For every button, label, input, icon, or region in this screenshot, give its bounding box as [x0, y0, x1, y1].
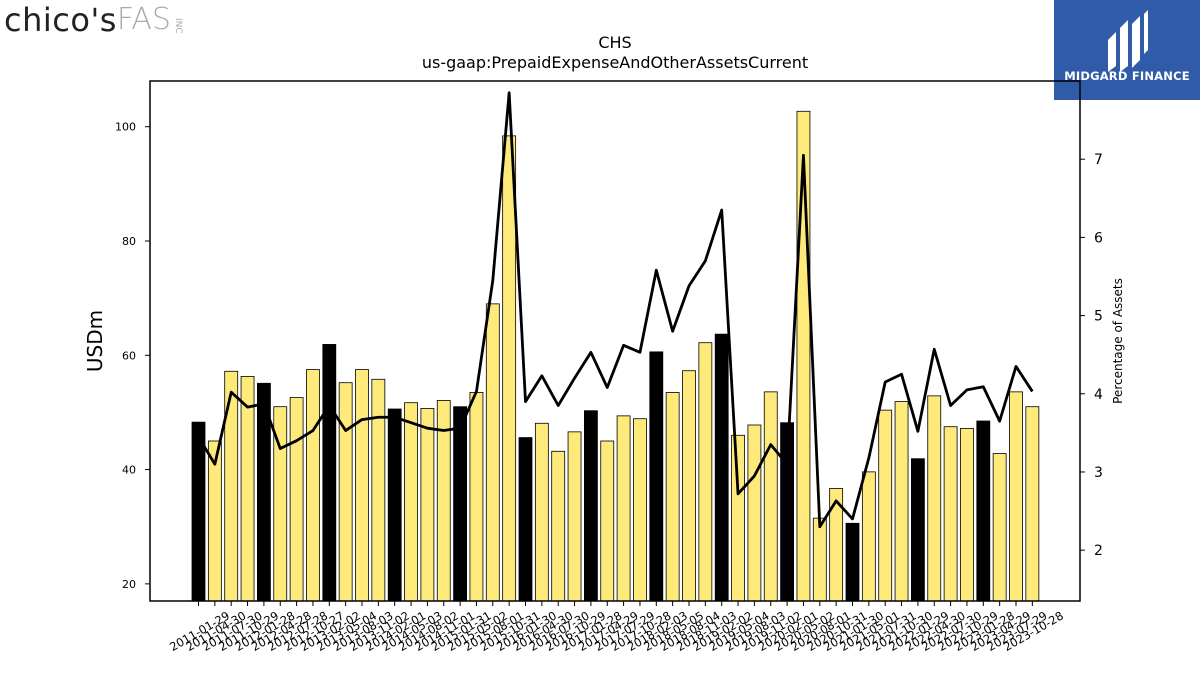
bar	[731, 434, 745, 602]
bar	[1025, 406, 1040, 602]
company-logo-suffix: FAS	[116, 2, 171, 37]
bar	[616, 415, 631, 602]
bar	[551, 450, 566, 602]
company-logo: chico's FAS INC	[4, 2, 183, 38]
bar	[224, 370, 239, 602]
bar	[911, 458, 925, 602]
bar	[289, 397, 304, 602]
bar	[404, 402, 418, 602]
bar	[322, 344, 337, 602]
bar	[387, 408, 402, 602]
bar	[943, 426, 958, 602]
y-axis-label: USDm	[83, 310, 107, 372]
bar	[240, 376, 255, 602]
bar	[812, 517, 827, 602]
company-logo-inc: INC	[172, 18, 183, 34]
company-logo-name: chico's	[4, 1, 117, 39]
y-tick-label: 40	[122, 464, 136, 477]
line-path	[197, 91, 1034, 529]
bar	[976, 420, 991, 602]
bar	[682, 370, 696, 602]
bar	[502, 135, 517, 602]
y-tick-label: 80	[122, 235, 136, 248]
y2-tick-label: 7	[1094, 152, 1103, 168]
bar	[878, 409, 893, 602]
y2-tick-label: 5	[1094, 309, 1103, 325]
bar	[845, 522, 860, 602]
y-tick-label: 20	[122, 578, 136, 591]
brand-logo: MIDGARD FINANCE	[1054, 0, 1200, 100]
bar	[518, 437, 533, 602]
bar	[927, 395, 942, 602]
bar	[338, 382, 353, 602]
y-axis-right: 2 3 4 5 6 7	[1080, 152, 1103, 559]
bar	[600, 440, 615, 602]
bar	[747, 424, 762, 602]
bar	[485, 303, 500, 602]
line-series	[197, 91, 1034, 529]
y2-tick-label: 2	[1094, 543, 1103, 559]
bar	[960, 428, 974, 602]
bar	[306, 369, 320, 602]
bar	[714, 333, 729, 602]
y2-tick-label: 3	[1094, 465, 1103, 481]
y-tick-label: 100	[115, 121, 136, 134]
bar	[649, 351, 664, 602]
bar	[763, 391, 778, 602]
bar	[992, 453, 1007, 602]
plot-area-frame	[149, 80, 1081, 602]
bar	[371, 378, 386, 602]
bar	[420, 408, 435, 602]
bar	[1009, 391, 1023, 602]
bar	[894, 401, 909, 602]
bar	[355, 369, 369, 602]
bar-series	[191, 110, 1040, 602]
bar	[698, 342, 713, 602]
y-tick-label: 60	[122, 349, 136, 362]
brand-logo-text: MIDGARD FINANCE	[1064, 69, 1190, 83]
bar	[861, 471, 876, 602]
brand-logo-mark-icon	[1108, 10, 1148, 72]
bar	[584, 410, 598, 602]
x-axis: 2011-01-292011-04-302011-07-302011-10-29…	[167, 601, 1066, 654]
bar	[534, 422, 549, 602]
y2-axis-label: Percentage of Assets	[1111, 278, 1125, 404]
chart-subtitle: us-gaap:PrepaidExpenseAndOtherAssetsCurr…	[422, 53, 808, 72]
y2-tick-label: 4	[1094, 387, 1103, 403]
bar	[191, 421, 206, 602]
chart-title: CHS	[598, 33, 631, 52]
bar	[567, 431, 582, 602]
bar	[633, 418, 647, 602]
y-axis-left: 20 40 60 80 100	[115, 121, 150, 591]
bar	[469, 392, 484, 602]
bar	[453, 406, 468, 602]
bar	[665, 392, 680, 602]
y2-tick-label: 6	[1094, 230, 1103, 246]
